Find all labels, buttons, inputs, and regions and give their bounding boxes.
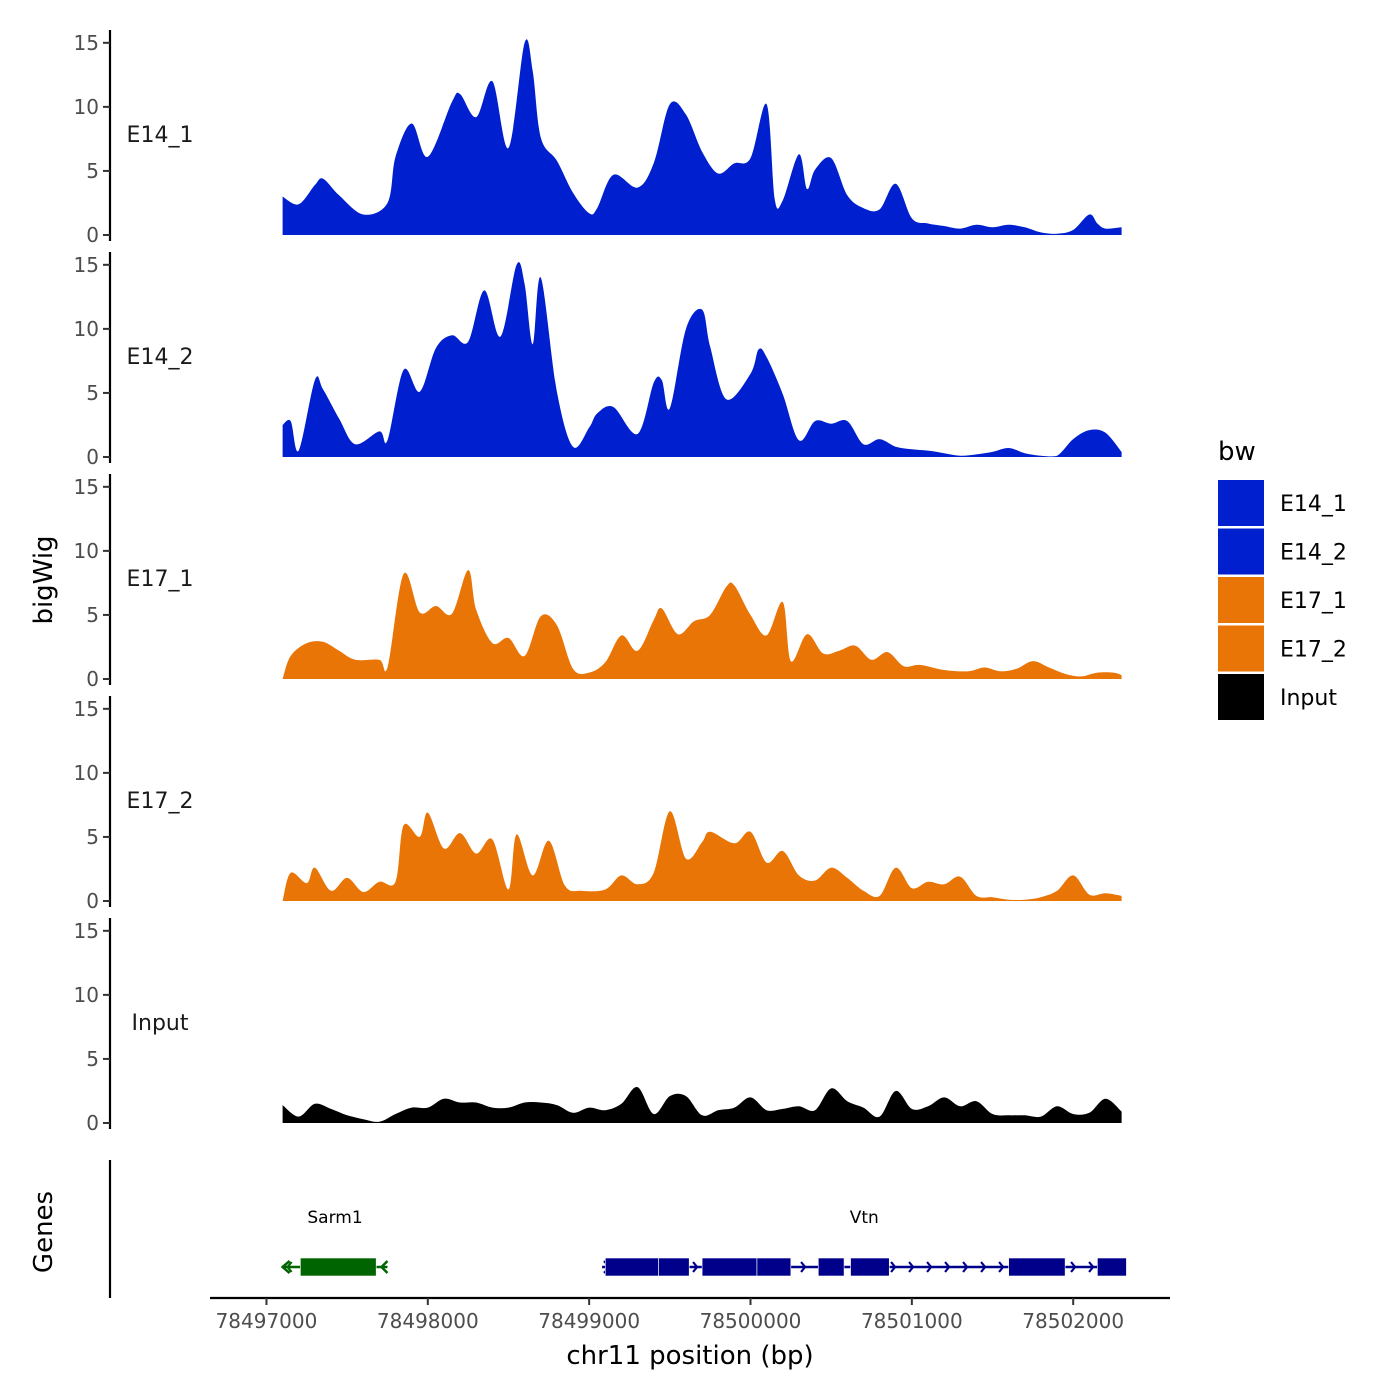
x-tick-label: 78502000	[1022, 1309, 1124, 1333]
strand-arrow	[890, 1261, 897, 1273]
x-tick-label: 78501000	[861, 1309, 963, 1333]
y-tick-label: 5	[86, 825, 99, 849]
strand-arrow	[962, 1261, 969, 1273]
track-label: E14_1	[127, 123, 194, 148]
legend: bw E14_1 E14_2 E17_1 E17_2 Input	[1218, 437, 1347, 720]
legend-title: bw	[1218, 437, 1256, 467]
legend-label: E14_1	[1280, 492, 1347, 517]
y-tick-label: 5	[86, 603, 99, 627]
strand-arrow	[1088, 1261, 1095, 1273]
track-label: E14_2	[127, 345, 194, 370]
exon-block	[658, 1257, 690, 1277]
coverage-area	[282, 262, 1122, 457]
genes-axis-title: Genes	[29, 1191, 59, 1273]
exon-block	[850, 1257, 890, 1277]
x-axis-title: chr11 position (bp)	[566, 1341, 813, 1371]
legend-entry-e17-1: E17_1	[1218, 577, 1347, 623]
track-input: 0 5 10 15 Input	[74, 918, 1122, 1135]
legend-entry-e14-1: E14_1	[1218, 480, 1347, 526]
exon-block	[817, 1257, 845, 1277]
gene-label: Vtn	[850, 1208, 879, 1228]
exon-block	[604, 1257, 659, 1277]
x-tick-label: 78499000	[538, 1309, 640, 1333]
gene-sarm1: Sarm1	[280, 1208, 389, 1277]
legend-swatch	[1218, 674, 1264, 720]
y-tick-label: 15	[74, 253, 99, 277]
track-e14-2: 0 5 10 15 E14_2	[74, 252, 1122, 469]
y-tick-label: 5	[86, 1047, 99, 1071]
legend-entry-e14-2: E14_2	[1218, 528, 1347, 575]
exon-block	[1008, 1257, 1066, 1277]
legend-label: Input	[1280, 686, 1337, 711]
y-tick-label: 10	[74, 761, 99, 785]
legend-swatch	[1218, 625, 1264, 672]
strand-arrow	[800, 1261, 807, 1273]
x-tick-label: 78497000	[216, 1309, 318, 1333]
coverage-area	[282, 39, 1122, 235]
exon-block	[701, 1257, 758, 1277]
strand-arrow	[280, 1260, 291, 1274]
gene-label: Sarm1	[307, 1208, 362, 1228]
y-tick-label: 10	[74, 317, 99, 341]
y-tick-label: 5	[86, 381, 99, 405]
track-label: E17_2	[127, 789, 194, 814]
legend-swatch	[1218, 577, 1264, 623]
x-tick-label: 78500000	[700, 1309, 802, 1333]
legend-entry-e17-2: E17_2	[1218, 625, 1347, 672]
y-tick-label: 15	[74, 475, 99, 499]
legend-label: E17_2	[1280, 638, 1347, 663]
track-e17-1: 0 5 10 15 E17_1	[74, 474, 1122, 691]
gene-vtn: Vtn	[602, 1208, 1127, 1277]
y-tick-label: 15	[74, 31, 99, 55]
strand-arrow	[926, 1261, 933, 1273]
coverage-area	[282, 811, 1122, 901]
y-tick-label: 5	[86, 159, 99, 183]
track-e14-1: 0 5 10 15 E14_1	[74, 30, 1122, 247]
y-tick-label: 10	[74, 983, 99, 1007]
y-tick-label: 15	[74, 919, 99, 943]
y-tick-label: 0	[86, 889, 99, 913]
strand-arrow	[980, 1261, 987, 1273]
coverage-area	[282, 570, 1122, 679]
strand-arrow	[998, 1261, 1005, 1273]
legend-label: E17_1	[1280, 589, 1347, 614]
y-tick-label: 10	[74, 95, 99, 119]
strand-arrow	[692, 1261, 699, 1273]
tracks-group: 0 5 10 15 E14_1 0 5 10 15 E14_2 0 5 10 15 E17_1 0 5 10 15 E…	[74, 30, 1122, 1135]
strand-arrow	[1070, 1261, 1077, 1273]
y-tick-label: 15	[74, 697, 99, 721]
track-e17-2: 0 5 10 15 E17_2	[74, 696, 1122, 913]
legend-swatch	[1218, 528, 1264, 575]
legend-entry-input: Input	[1218, 674, 1337, 720]
y-tick-label: 0	[86, 1111, 99, 1135]
exon-block	[756, 1257, 792, 1277]
genes-track: Sarm1 Vtn	[108, 1160, 1127, 1298]
legend-swatch	[1218, 480, 1264, 526]
strand-arrow	[286, 1261, 293, 1273]
y-tick-label: 0	[86, 667, 99, 691]
y-tick-label: 0	[86, 223, 99, 247]
strand-arrow	[944, 1261, 951, 1273]
x-tick-label: 78498000	[377, 1309, 479, 1333]
y-axis-title: bigWig	[29, 535, 59, 624]
exon-block	[300, 1257, 377, 1277]
x-axis: 78497000 78498000 78499000 78500000 78501000…	[210, 1296, 1170, 1333]
y-tick-label: 10	[74, 539, 99, 563]
strand-arrow	[379, 1260, 389, 1274]
legend-label: E14_2	[1280, 541, 1347, 566]
coverage-area	[282, 1086, 1122, 1123]
exon-block	[1097, 1257, 1127, 1277]
track-label: E17_1	[127, 567, 194, 592]
track-label: Input	[132, 1011, 189, 1036]
strand-arrow	[908, 1261, 915, 1273]
y-tick-label: 0	[86, 445, 99, 469]
